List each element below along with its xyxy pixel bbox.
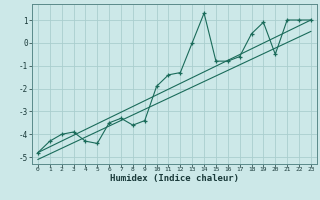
X-axis label: Humidex (Indice chaleur): Humidex (Indice chaleur) bbox=[110, 174, 239, 183]
